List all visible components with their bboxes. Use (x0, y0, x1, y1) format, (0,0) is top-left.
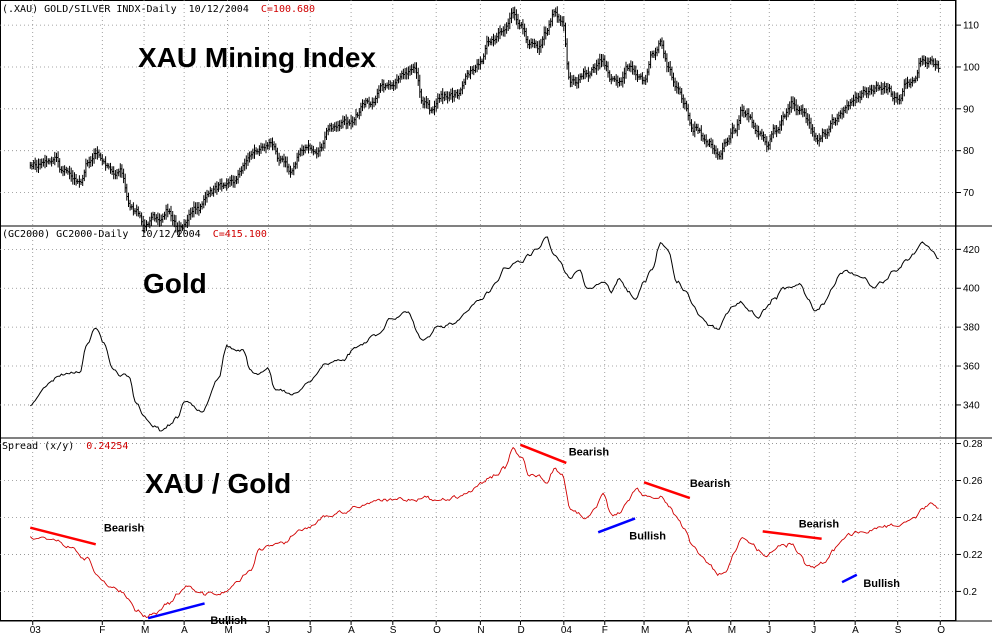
x-tick-label: A (348, 625, 355, 635)
y-tick-label: 70 (963, 188, 975, 199)
bearish-trendline (29, 526, 97, 546)
annotation-layer: Bearish Bullish Bearish Bullish Bearish Beari… (29, 443, 900, 627)
y-tick-label: 100 (963, 62, 980, 73)
bullish-trendline (147, 602, 205, 620)
bearish-label: Bearish (569, 447, 610, 459)
xau-panel-title: XAU Mining Index (138, 42, 376, 73)
x-tick-label: J (766, 625, 771, 635)
gold-header-symbol: (GC2000) GC2000-Daily (2, 229, 128, 240)
gold-panel-title: Gold (143, 268, 207, 299)
gold-series-line (30, 236, 939, 432)
y-tick-label: 0.24 (963, 513, 983, 524)
y-tick-label: 400 (963, 284, 980, 295)
ratio-header-label: Spread (x/y) (2, 441, 74, 452)
gold-panel-header: (GC2000) GC2000-Daily 10/12/2004 C=415.1… (2, 229, 267, 240)
bearish-label: Bearish (690, 478, 731, 490)
axis-layer: 03 F M A M J J A S O N D 04 F M A M J J A S O 70 80 90 100 110 340 3… (30, 21, 983, 635)
y-tick-label: 0.28 (963, 439, 983, 450)
x-tick-label: J (811, 625, 816, 635)
series-layer (29, 6, 941, 619)
bullish-trendline (841, 573, 858, 584)
xau-panel-header: (.XAU) GOLD/SILVER INDX-Daily 10/12/2004… (2, 4, 315, 15)
ratio-series-line (29, 446, 939, 619)
y-tick-label: 0.22 (963, 550, 983, 561)
x-tick-label: J (265, 625, 270, 635)
x-tick-label: N (477, 625, 484, 635)
xau-price-bars (29, 6, 941, 237)
bullish-label: Bullish (863, 578, 900, 590)
gold-header-close: C=415.100 (213, 229, 267, 240)
x-tick-label: F (602, 625, 608, 635)
y-tick-label: 90 (963, 104, 975, 115)
x-tick-label: M (641, 625, 649, 635)
y-tick-label: 360 (963, 362, 980, 373)
bearish-trendline (643, 481, 691, 500)
x-tick-label: 04 (561, 625, 573, 635)
xau-header-close: C=100.680 (261, 4, 315, 15)
ratio-header-value: 0.24254 (86, 441, 128, 452)
bearish-label: Bearish (104, 522, 145, 534)
x-tick-label: M (224, 625, 232, 635)
y-tick-label: 380 (963, 323, 980, 334)
xau-header-date: 10/12/2004 (189, 4, 249, 15)
bearish-trendline (762, 530, 822, 540)
bullish-label: Bullish (210, 615, 247, 627)
ratio-panel-title: XAU / Gold (145, 468, 291, 499)
x-tick-label: D (517, 625, 524, 635)
bearish-trendline (520, 443, 567, 465)
y-tick-label: 0.2 (963, 587, 977, 598)
x-tick-label: S (390, 625, 397, 635)
y-tick-label: 80 (963, 146, 975, 157)
x-tick-label: F (99, 625, 105, 635)
xau-header-symbol: (.XAU) GOLD/SILVER INDX-Daily (2, 4, 177, 15)
x-tick-label: 03 (30, 625, 42, 635)
y-tick-label: 110 (963, 21, 979, 32)
x-tick-label: M (728, 625, 736, 635)
bullish-trendline (597, 517, 636, 534)
gold-header-date: 10/12/2004 (140, 229, 200, 240)
x-tick-label: A (685, 625, 692, 635)
ratio-panel-header: Spread (x/y) 0.24254 (2, 441, 128, 452)
y-tick-label: 0.26 (963, 476, 983, 487)
x-tick-label: A (181, 625, 188, 635)
x-tick-label: M (141, 625, 149, 635)
x-tick-label: J (307, 625, 312, 635)
y-tick-label: 340 (963, 400, 980, 411)
y-tick-label: 420 (963, 245, 980, 256)
x-tick-label: A (852, 625, 859, 635)
x-tick-label: S (895, 625, 902, 635)
x-tick-label: O (937, 625, 945, 635)
bullish-label: Bullish (629, 530, 666, 542)
bearish-label: Bearish (799, 519, 840, 531)
x-tick-label: O (433, 625, 441, 635)
